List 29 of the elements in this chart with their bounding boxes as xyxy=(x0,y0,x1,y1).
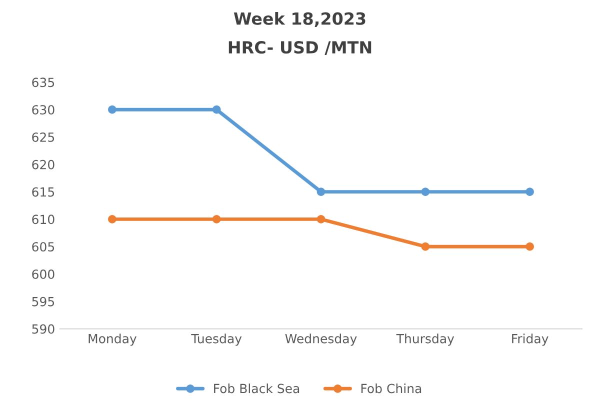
y-tick-label: 625 xyxy=(32,132,54,142)
y-tick-label: 595 xyxy=(32,296,54,306)
legend-label: Fob Black Sea xyxy=(214,384,300,394)
x-tick-label: Friday xyxy=(512,334,548,346)
y-tick-label: 630 xyxy=(32,105,54,115)
point xyxy=(212,105,221,114)
y-tick-label: 635 xyxy=(32,78,54,88)
y-tick-label: 600 xyxy=(32,269,54,279)
x-tick-label: Thursday xyxy=(396,334,454,346)
chart-subtitle: HRC- USD /MTN xyxy=(228,41,372,55)
y-tick-label: 605 xyxy=(32,242,54,252)
x-tick-label: Wednesday xyxy=(285,334,357,346)
y-tick-label: 620 xyxy=(32,160,54,170)
point xyxy=(316,188,326,196)
point xyxy=(108,215,116,224)
x-tick-label: Monday xyxy=(88,334,136,346)
legend-label: Fob China xyxy=(361,384,422,394)
point xyxy=(421,188,430,196)
point xyxy=(316,215,326,224)
point xyxy=(108,105,116,114)
chart-title: Week 18,2023 xyxy=(234,12,366,28)
point xyxy=(526,188,534,196)
y-tick-label: 610 xyxy=(32,214,54,224)
point xyxy=(421,242,430,251)
point xyxy=(212,215,221,224)
x-tick-label: Tuesday xyxy=(191,334,242,346)
y-tick-label: 590 xyxy=(32,324,54,334)
y-tick-label: 615 xyxy=(32,187,54,197)
point xyxy=(526,242,534,251)
